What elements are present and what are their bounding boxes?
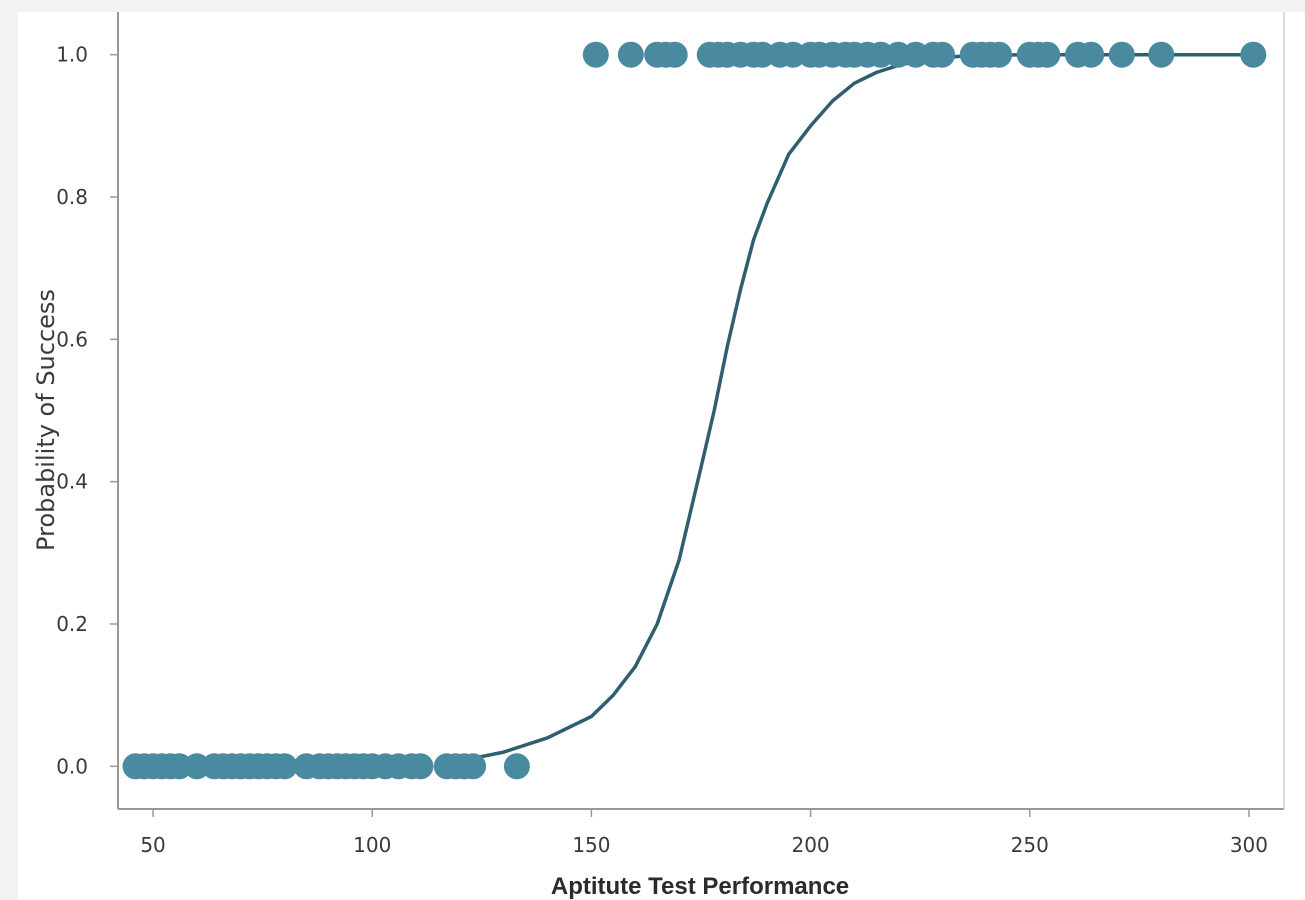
data-point-success: [582, 41, 609, 68]
axes: [110, 12, 1285, 817]
data-point-success: [1108, 41, 1135, 68]
data-point-success: [1240, 41, 1267, 68]
y-tick-label: 1.0: [56, 43, 88, 67]
x-tick-label: 100: [353, 833, 391, 857]
chart-svg: 0.0 0.2 0.4 0.6 0.8 1.0 50 100 150 200 250 300 Apti…: [32, 12, 1285, 900]
y-tick-label: 0.6: [56, 327, 88, 351]
x-tick-label: 150: [572, 833, 610, 857]
x-tick-label: 300: [1230, 833, 1268, 857]
data-point-success: [1148, 41, 1175, 68]
data-point-failure: [271, 753, 298, 780]
y-axis-title: Probability of Success: [32, 289, 60, 551]
fitted-curve-layer: [466, 52, 1256, 761]
y-tick-label: 0.4: [56, 470, 88, 494]
x-tick-label: 250: [1011, 833, 1049, 857]
x-axis-title: Aptitute Test Performance: [551, 873, 849, 900]
data-points-layer: [122, 41, 1267, 780]
chart-canvas: 0.0 0.2 0.4 0.6 0.8 1.0 50 100 150 200 250 300 Apti…: [18, 12, 1305, 900]
data-point-failure: [460, 753, 487, 780]
data-point-failure: [407, 753, 434, 780]
y-tick-label: 0.0: [56, 754, 88, 778]
logistic-curve: [466, 52, 1256, 761]
data-point-success: [1078, 41, 1105, 68]
x-tick-label: 50: [140, 833, 165, 857]
data-point-success: [1034, 41, 1061, 68]
y-tick-label: 0.2: [56, 612, 88, 636]
y-tick-label: 0.8: [56, 185, 88, 209]
data-point-success: [661, 41, 688, 68]
data-point-success: [986, 41, 1013, 68]
data-point-success: [617, 41, 644, 68]
data-point-failure: [503, 753, 530, 780]
x-tick-label: 200: [791, 833, 829, 857]
tick-labels-layer: 0.0 0.2 0.4 0.6 0.8 1.0 50 100 150 200 250 300: [56, 43, 1268, 857]
data-point-success: [929, 41, 956, 68]
